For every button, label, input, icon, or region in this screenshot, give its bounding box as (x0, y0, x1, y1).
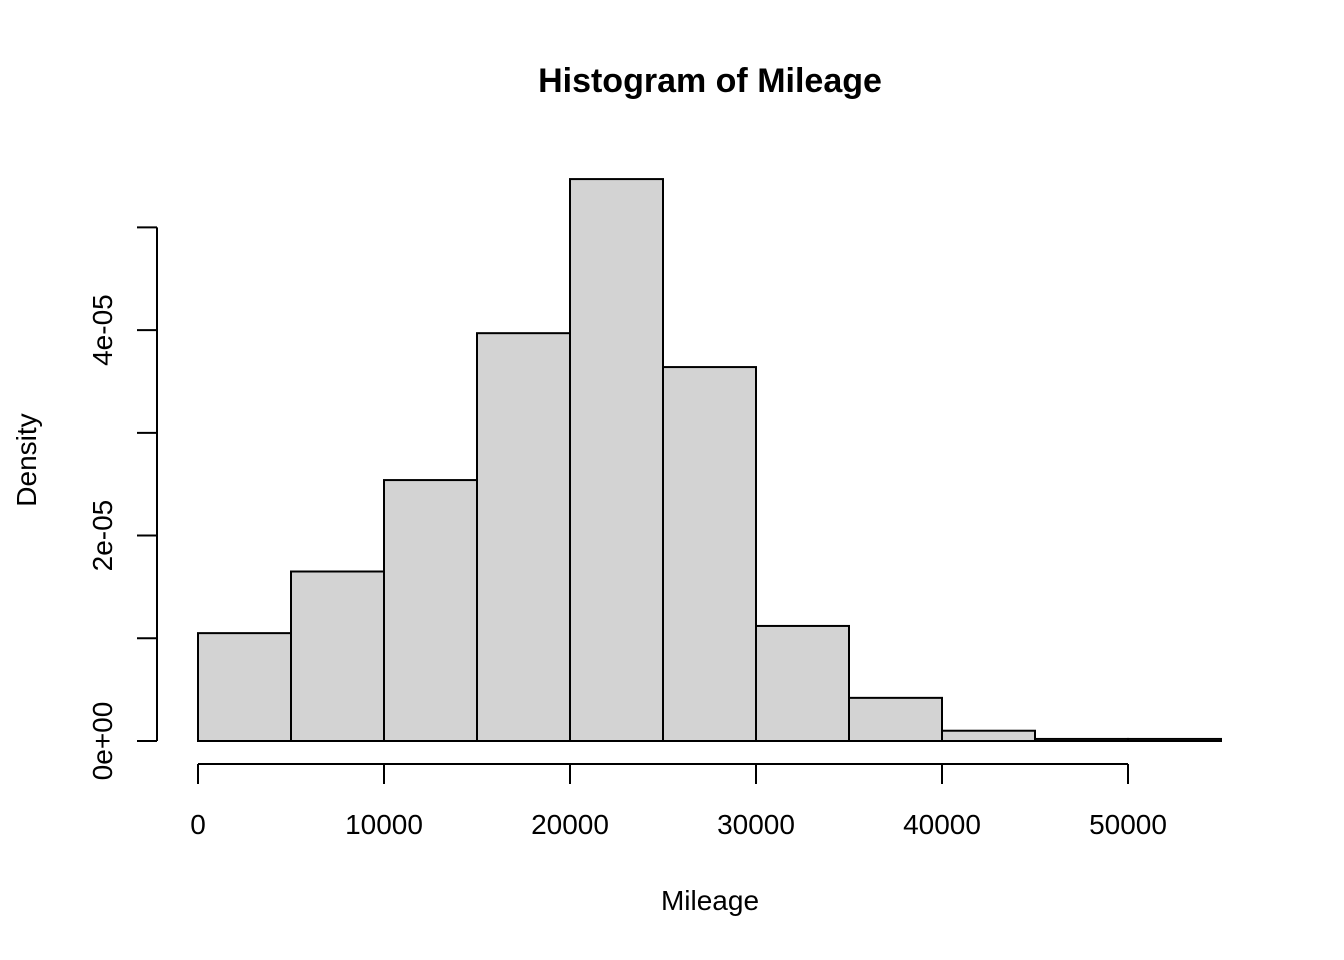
histogram-bar-8 (941, 729, 1036, 743)
x-tick-label-3: 30000 (717, 809, 795, 840)
x-tick-label-2: 20000 (531, 809, 609, 840)
bars-group (197, 178, 1222, 743)
y-axis: 0e+00 2e-05 4e-05 (87, 226, 158, 781)
y-axis-label: Density (11, 413, 42, 506)
chart-title: Histogram of Mileage (538, 62, 882, 100)
y-tick-label-4: 4e-05 (87, 294, 118, 366)
x-tick-label-5: 50000 (1089, 809, 1167, 840)
x-tick-label-1: 10000 (345, 809, 423, 840)
x-axis-label: Mileage (661, 885, 759, 916)
histogram-bar-7 (848, 696, 943, 743)
x-tick-label-4: 40000 (903, 809, 981, 840)
x-tick-label-0: 0 (190, 809, 206, 840)
histogram-bar-6 (755, 624, 850, 742)
histogram-bar-1 (290, 570, 385, 742)
histogram-bar-9 (1034, 737, 1129, 742)
histogram-bar-0 (197, 632, 292, 742)
histogram-bar-2 (383, 479, 478, 742)
histogram-bar-4 (569, 178, 664, 742)
histogram-bar-10 (1127, 737, 1222, 742)
histogram-bar-5 (662, 366, 757, 742)
histogram-bar-3 (476, 332, 571, 742)
y-tick-label-2: 2e-05 (87, 500, 118, 572)
x-axis: 0 10000 20000 30000 40000 50000 (190, 763, 1167, 840)
y-tick-label-0: 0e+00 (87, 702, 118, 781)
